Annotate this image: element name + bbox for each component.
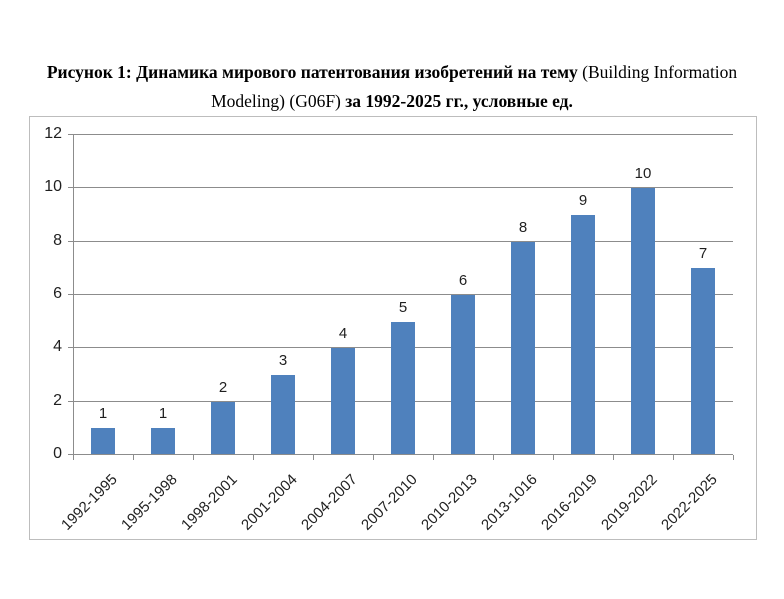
x-axis-tickmark — [433, 455, 434, 460]
x-axis-tickmark — [553, 455, 554, 460]
bar — [391, 321, 415, 455]
bar — [151, 428, 175, 455]
bar-value-label: 10 — [634, 165, 652, 183]
bar-value-label: 5 — [398, 298, 408, 316]
bar — [331, 348, 355, 455]
y-axis-tickmark — [68, 134, 73, 135]
x-axis-label: 2019-2022 — [598, 471, 662, 534]
gridline — [73, 187, 733, 189]
y-axis-tickmark — [68, 400, 73, 402]
bar-value-label: 1 — [98, 405, 108, 423]
y-axis-tick-label: 12 — [44, 125, 62, 142]
bar-value-label: 4 — [338, 325, 348, 343]
bar — [571, 215, 595, 455]
x-axis-line — [73, 454, 733, 455]
y-axis-tick-label: 8 — [53, 231, 62, 249]
chart-title-bold-prefix: Рисунок 1: Динамика мирового патентовани… — [46, 62, 583, 82]
y-axis-tickmark — [68, 240, 73, 242]
bar-value-label: 7 — [698, 245, 708, 263]
x-axis-tickmark — [733, 455, 734, 460]
x-axis-label: 2016-2019 — [538, 471, 602, 534]
y-axis-tickmark — [68, 187, 73, 189]
bar-value-label: 8 — [518, 218, 528, 236]
bar — [691, 268, 715, 455]
y-axis-line — [73, 135, 74, 455]
chart-title-bold-suffix: за 1992-2025 гг., условные ед. — [345, 91, 573, 111]
chart-title: Рисунок 1: Динамика мирового патентовани… — [42, 58, 742, 116]
x-axis-tickmark — [133, 455, 134, 460]
bar — [511, 241, 535, 455]
y-axis-tick-label: 2 — [53, 391, 62, 409]
bar — [271, 375, 295, 455]
x-axis-label: 2001-2004 — [238, 471, 302, 534]
x-axis-label: 2004-2007 — [298, 471, 362, 534]
x-axis-label: 1995-1998 — [118, 471, 182, 534]
x-axis-tickmark — [193, 455, 194, 460]
bar-value-label: 9 — [578, 192, 588, 209]
y-axis-tick-label: 4 — [53, 338, 62, 356]
y-axis-tick-label: 10 — [44, 178, 62, 196]
y-axis-tickmark — [68, 454, 73, 455]
x-axis-label: 1992-1995 — [58, 471, 122, 534]
gridline — [73, 134, 733, 135]
chart-frame: 0 2 4 6 8 10 12 1 1 2 3 4 5 6 8 9 10 7 1992-1995 1995-1998 1… — [29, 116, 757, 540]
bar-value-label: 1 — [158, 405, 168, 423]
bar — [211, 401, 235, 455]
gridline — [73, 294, 733, 295]
gridline — [73, 240, 733, 242]
y-axis-tick-label: 6 — [53, 285, 62, 302]
x-axis-label: 2010-2013 — [418, 471, 482, 534]
bar — [91, 428, 115, 455]
x-axis-tickmark — [253, 455, 254, 460]
x-axis-tickmark — [373, 455, 374, 460]
y-axis-tickmark — [68, 294, 73, 295]
y-axis-tickmark — [68, 347, 73, 349]
x-axis-tickmark — [493, 455, 494, 460]
chart-title-regular-part: (Building Information Modeling) (G06F) — [211, 62, 738, 111]
bar-value-label: 2 — [218, 378, 228, 396]
x-axis-label: 2013-1016 — [478, 471, 542, 534]
x-axis-tickmark — [73, 455, 74, 460]
x-axis-tickmark — [613, 455, 614, 460]
x-axis-label: 2022-2025 — [658, 471, 722, 534]
y-axis-tick-label: 0 — [53, 445, 62, 462]
x-axis-label: 1998-2001 — [178, 471, 242, 534]
x-axis-tickmark — [313, 455, 314, 460]
bar — [631, 188, 655, 455]
x-axis-tickmark — [673, 455, 674, 460]
bar-value-label: 3 — [278, 352, 288, 369]
x-axis-label: 2007-2010 — [358, 471, 422, 534]
bar — [451, 295, 475, 455]
bar-value-label: 6 — [458, 272, 468, 289]
